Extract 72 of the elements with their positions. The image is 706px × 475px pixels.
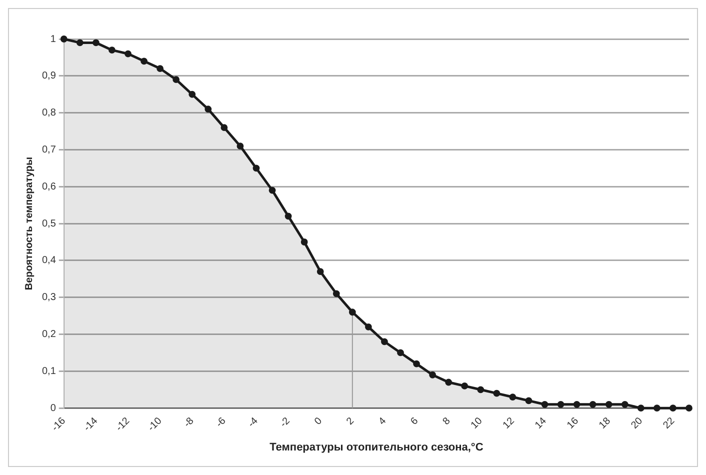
point: [172, 76, 180, 84]
x-tick-label: -14: [82, 415, 100, 434]
point: [605, 400, 612, 408]
y-tick-label: 0,6: [42, 181, 56, 192]
point: [140, 58, 148, 65]
point: [461, 382, 468, 390]
point: [397, 349, 404, 356]
point: [621, 400, 628, 408]
x-tick-label: -16: [50, 415, 68, 434]
x-tick-label: 8: [440, 415, 453, 428]
point: [236, 142, 244, 150]
y-tick-label: 0,2: [42, 329, 56, 340]
point: [108, 46, 116, 54]
point: [76, 39, 84, 46]
x-axis-title: Температуры отопительного сезона,°С: [270, 441, 484, 454]
point: [188, 90, 196, 98]
x-tick-label: 22: [661, 415, 678, 432]
point: [429, 371, 436, 378]
y-tick-label: 0: [50, 402, 56, 414]
point: [220, 124, 228, 132]
point: [268, 186, 276, 194]
x-tick-label: 14: [533, 415, 550, 432]
x-tick-label: 12: [501, 415, 518, 432]
point: [686, 404, 692, 412]
x-tick-label: 18: [597, 415, 614, 432]
x-tick-label: -2: [278, 415, 293, 430]
point: [573, 400, 580, 408]
point: [637, 404, 644, 412]
point: [252, 164, 260, 172]
x-tick-label: 16: [565, 415, 582, 432]
point: [413, 360, 420, 368]
point: [381, 338, 388, 346]
point: [364, 323, 372, 330]
point: [509, 394, 516, 400]
x-tick-label: 20: [629, 415, 646, 432]
point: [541, 400, 548, 408]
y-tick-label: 1: [50, 34, 56, 45]
x-tick-label: -8: [182, 415, 196, 430]
y-tick-label: 0,1: [42, 366, 56, 377]
point: [124, 50, 132, 58]
point: [493, 390, 500, 397]
point: [316, 268, 324, 275]
point: [589, 400, 596, 408]
y-tick-label: 0,4: [42, 255, 56, 266]
y-tick-label: 0,5: [42, 218, 56, 230]
y-tick-label: 0,8: [42, 108, 56, 119]
y-tick-label: 0,9: [42, 70, 56, 82]
point: [92, 39, 100, 46]
y-axis-title: Вероятность температуры: [24, 156, 35, 290]
x-tick-label: -12: [114, 415, 132, 434]
y-tick-label: 0,3: [42, 292, 56, 304]
y-tick-label: 0,7: [42, 144, 56, 156]
point: [156, 65, 164, 72]
point: [477, 386, 484, 394]
x-tick-label: -10: [146, 415, 164, 434]
point: [670, 404, 676, 412]
point: [348, 308, 356, 316]
x-tick-label: 4: [376, 415, 389, 428]
point: [525, 397, 532, 404]
x-tick-label: 2: [344, 415, 357, 428]
point: [445, 378, 452, 386]
x-tick-label: 10: [469, 415, 486, 432]
x-tick-label: -6: [214, 415, 229, 430]
point: [332, 290, 340, 298]
point: [300, 238, 308, 246]
point: [653, 404, 660, 412]
point: [204, 106, 212, 113]
x-tick-label: 6: [408, 415, 421, 428]
point: [284, 212, 292, 220]
x-tick-label: 0: [312, 415, 325, 428]
x-tick-label: -4: [246, 415, 261, 430]
point: [557, 400, 564, 408]
